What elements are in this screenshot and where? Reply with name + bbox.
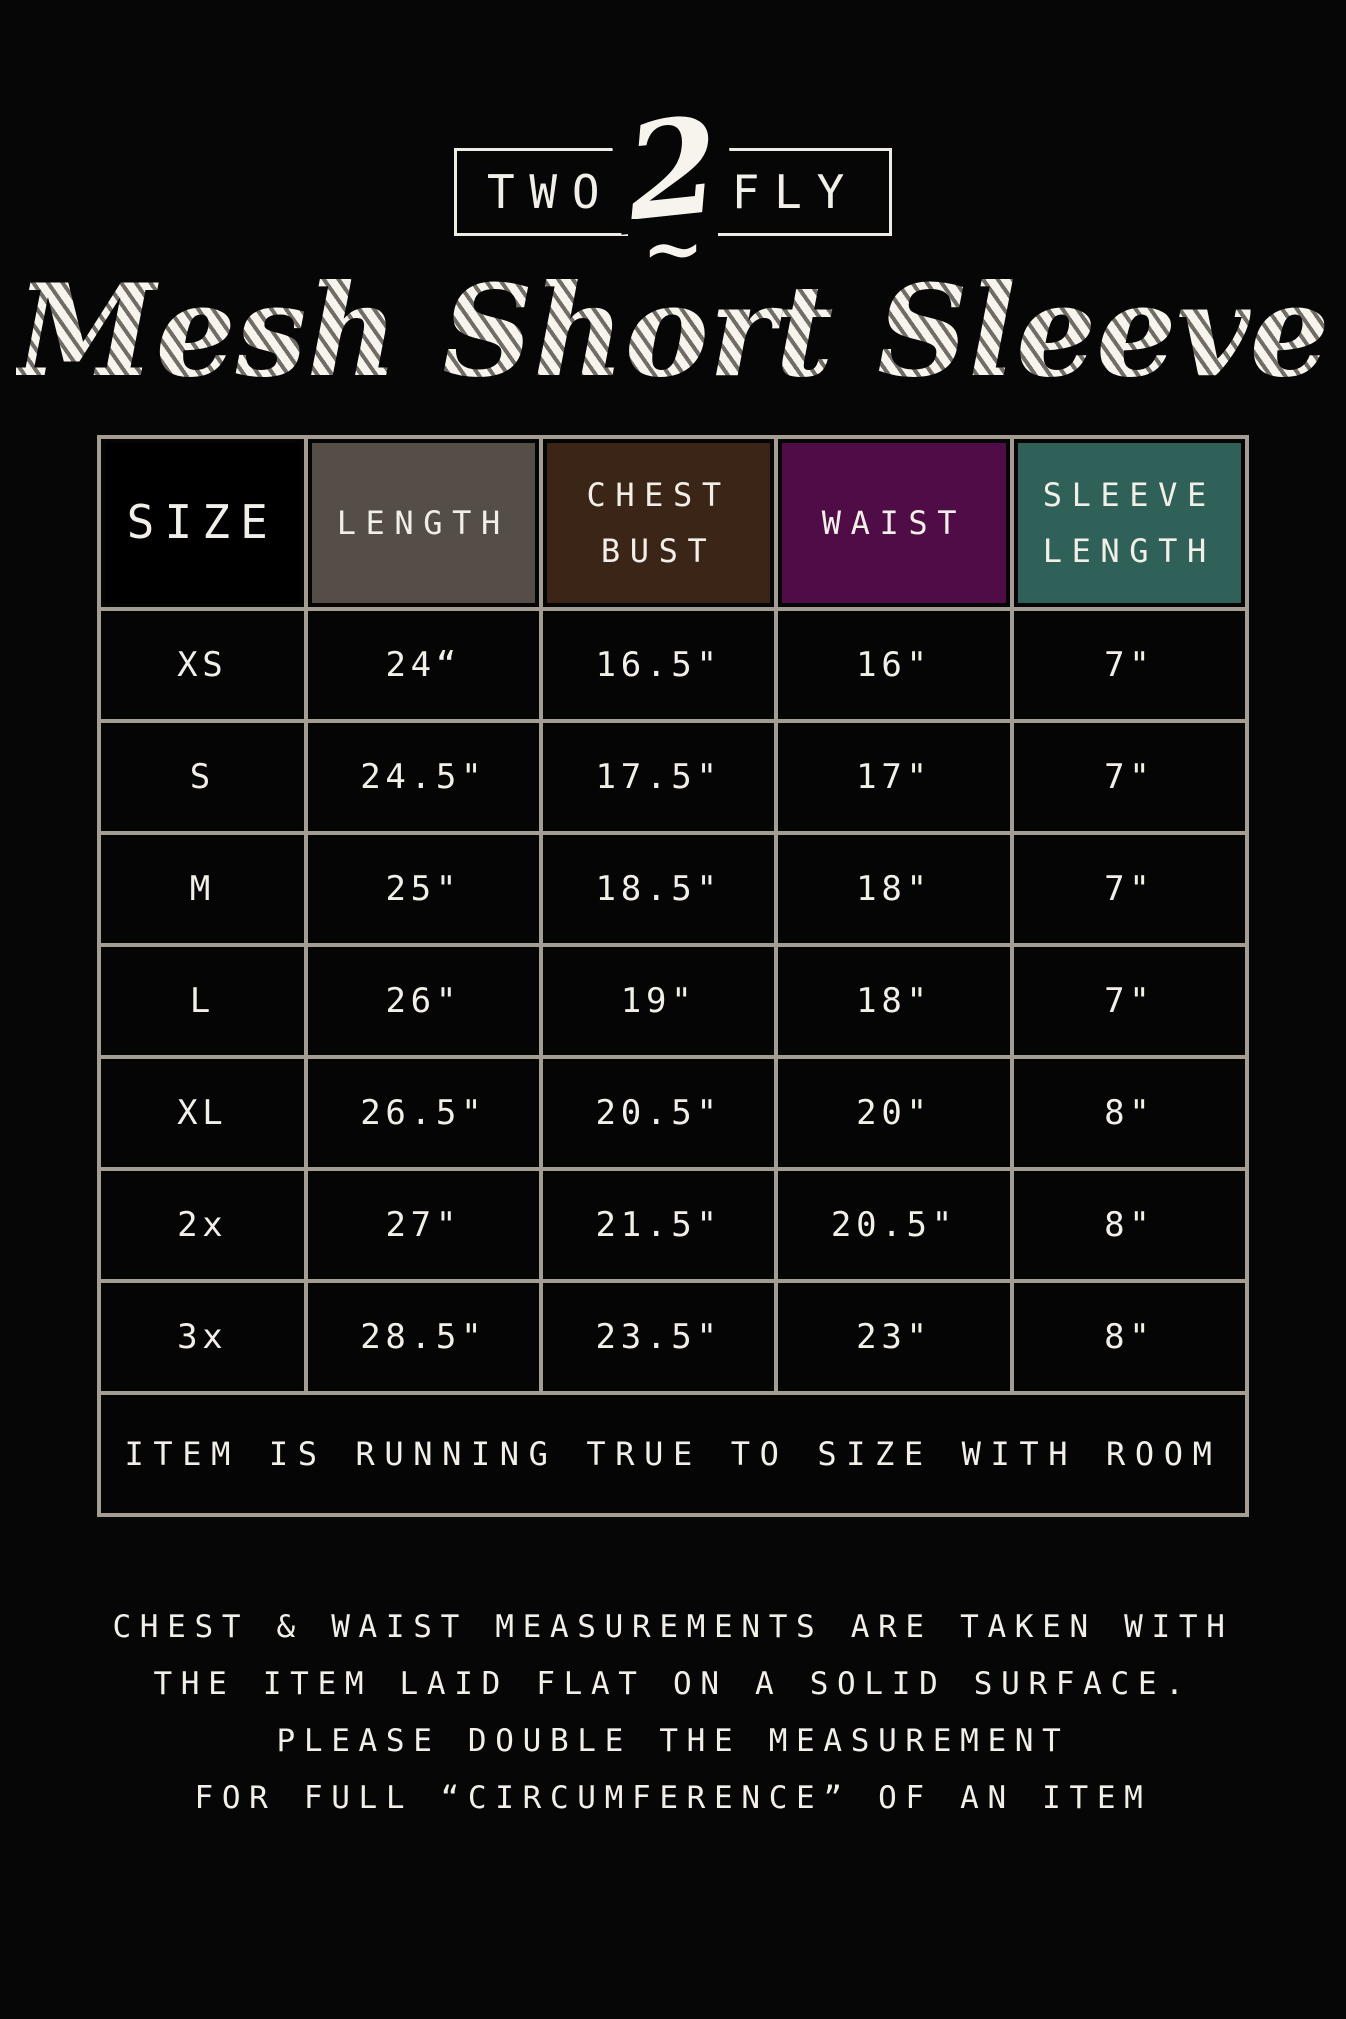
column-header-length: LENGTH [303, 434, 543, 611]
sleeve-cell: 8" [1009, 1054, 1250, 1171]
chest-cell: 21.5" [538, 1166, 779, 1283]
waist-cell: 16" [774, 606, 1014, 723]
size-cell: M [97, 830, 308, 947]
length-cell: 26" [303, 942, 543, 1059]
chest-cell: 18.5" [538, 830, 779, 947]
brand-logo: TWO 2 ~ FLY [454, 88, 892, 286]
note-line: PLEASE DOUBLE THE MEASUREMENT [276, 1722, 1070, 1759]
chest-cell: 17.5" [538, 718, 779, 835]
note-line: THE ITEM LAID FLAT ON A SOLID SURFACE. [153, 1665, 1193, 1702]
note-line: FOR FULL “CIRCUMFERENCE” OF AN ITEM [194, 1779, 1152, 1816]
sleeve-cell: 7" [1009, 942, 1250, 1059]
column-header-size: SIZE [97, 434, 308, 611]
column-header-chest-bust: CHEST BUST [538, 434, 779, 611]
size-chart-table: SIZE LENGTH CHEST BUST WAIST SLEEVE LENG… [97, 434, 1250, 1517]
chest-cell: 23.5" [538, 1278, 779, 1395]
sleeve-cell: 8" [1009, 1166, 1250, 1283]
length-cell: 27" [303, 1166, 543, 1283]
sleeve-cell: 7" [1009, 718, 1250, 835]
column-header-waist: WAIST [774, 434, 1014, 611]
length-cell: 28.5" [303, 1278, 543, 1395]
product-title: Mesh Short Sleeve [16, 257, 1330, 405]
sleeve-cell: 7" [1009, 606, 1250, 723]
size-cell: L [97, 942, 308, 1059]
length-cell: 24.5" [303, 718, 543, 835]
fit-note-row: ITEM IS RUNNING TRUE TO SIZE WITH ROOM [97, 1390, 1249, 1517]
fit-note-cell: ITEM IS RUNNING TRUE TO SIZE WITH ROOM [97, 1390, 1249, 1517]
length-cell: 26.5" [303, 1054, 543, 1171]
size-row-l: L 26" 19" 18" 7" [97, 942, 1250, 1059]
brand-word-right: FLY [731, 165, 859, 219]
waist-cell: 18" [774, 830, 1014, 947]
size-chart-header-row: SIZE LENGTH CHEST BUST WAIST SLEEVE LENG… [97, 434, 1250, 611]
chest-cell: 20.5" [538, 1054, 779, 1171]
note-line: CHEST & WAIST MEASUREMENTS ARE TAKEN WIT… [112, 1608, 1234, 1645]
size-cell: XL [97, 1054, 308, 1171]
brand-word-left: TWO [487, 165, 615, 219]
size-cell: S [97, 718, 308, 835]
size-cell: 3x [97, 1278, 308, 1395]
size-row-s: S 24.5" 17.5" 17" 7" [97, 718, 1250, 835]
size-row-xl: XL 26.5" 20.5" 20" 8" [97, 1054, 1250, 1171]
length-cell: 24“ [303, 606, 543, 723]
waist-cell: 20" [774, 1054, 1014, 1171]
sleeve-cell: 7" [1009, 830, 1250, 947]
brand-logo-frame: TWO 2 ~ FLY [454, 88, 892, 286]
waist-cell: 18" [774, 942, 1014, 1059]
waist-cell: 23" [774, 1278, 1014, 1395]
size-row-3x: 3x 28.5" 23.5" 23" 8" [97, 1278, 1250, 1395]
size-row-m: M 25" 18.5" 18" 7" [97, 830, 1250, 947]
size-cell: XS [97, 606, 308, 723]
size-cell: 2x [97, 1166, 308, 1283]
measurement-notes: CHEST & WAIST MEASUREMENTS ARE TAKEN WIT… [112, 1599, 1233, 1827]
waist-cell: 20.5" [774, 1166, 1014, 1283]
chest-cell: 16.5" [538, 606, 779, 723]
length-cell: 25" [303, 830, 543, 947]
sleeve-cell: 8" [1009, 1278, 1250, 1395]
size-row-2x: 2x 27" 21.5" 20.5" 8" [97, 1166, 1250, 1283]
column-header-sleeve-length: SLEEVE LENGTH [1009, 434, 1250, 611]
brand-flourish-icon: ~ [627, 212, 719, 286]
chest-cell: 19" [538, 942, 779, 1059]
waist-cell: 17" [774, 718, 1014, 835]
size-row-xs: XS 24“ 16.5" 16" 7" [97, 606, 1250, 723]
